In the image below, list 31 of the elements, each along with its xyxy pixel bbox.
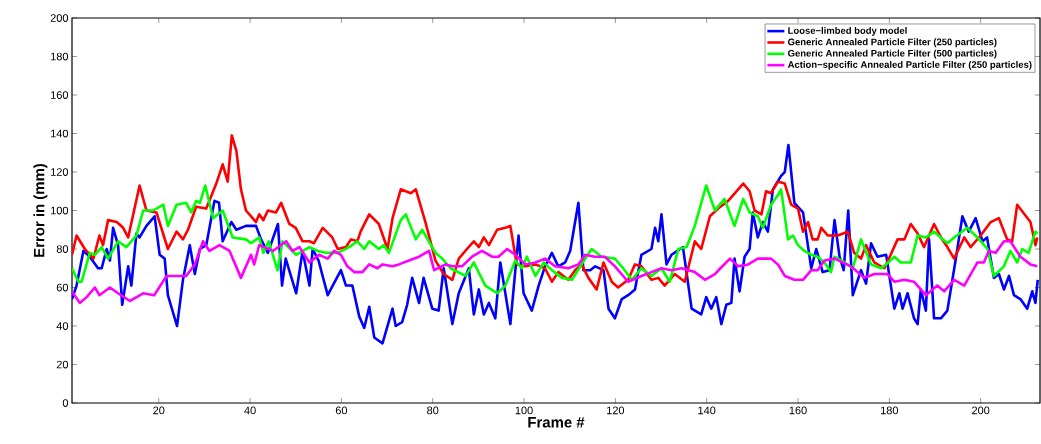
y-tick-label: 100 bbox=[51, 206, 69, 215]
y-tick-label: 40 bbox=[56, 322, 69, 330]
line-series bbox=[72, 184, 1040, 295]
y-tick-label: 20 bbox=[56, 360, 69, 369]
x-tick-label: 140 bbox=[698, 406, 716, 415]
line-series bbox=[72, 143, 1040, 345]
y-tick-label: 140 bbox=[51, 129, 69, 138]
y-tick-label: 200 bbox=[50, 14, 69, 22]
y-tick-label: 60 bbox=[56, 283, 69, 292]
legend-label: Action−specific Annealed Particle Filter (250 particles) bbox=[787, 60, 1032, 70]
line-series bbox=[72, 240, 1039, 305]
y-tick-label: 0 bbox=[62, 399, 69, 407]
x-tick-label: 20 bbox=[153, 406, 165, 415]
x-tick-label: 100 bbox=[515, 406, 533, 415]
x-tick-label: 120 bbox=[607, 406, 625, 415]
x-tick-label: 40 bbox=[244, 406, 256, 415]
y-tick-label: 160 bbox=[51, 91, 69, 99]
line-series bbox=[72, 134, 1039, 291]
x-tick-label: 200 bbox=[972, 406, 990, 415]
legend-label: Generic Annealed Particle Filter (250 particles) bbox=[788, 38, 997, 48]
legend-label: Generic Annealed Particle Filter (500 particles) bbox=[788, 49, 997, 59]
y-tick-label: 80 bbox=[56, 245, 69, 253]
y-tick-label: 120 bbox=[51, 168, 69, 176]
y-tick-label: 180 bbox=[51, 52, 69, 61]
y-axis-title: Error in (mm) bbox=[33, 163, 48, 257]
x-tick-label: 80 bbox=[427, 406, 439, 415]
x-tick-label: 60 bbox=[335, 406, 348, 415]
x-axis-title: Frame # bbox=[528, 417, 585, 428]
legend-label: Loose−limbed body model bbox=[788, 26, 907, 36]
x-tick-label: 180 bbox=[881, 406, 899, 415]
x-tick-label: 160 bbox=[789, 406, 807, 415]
